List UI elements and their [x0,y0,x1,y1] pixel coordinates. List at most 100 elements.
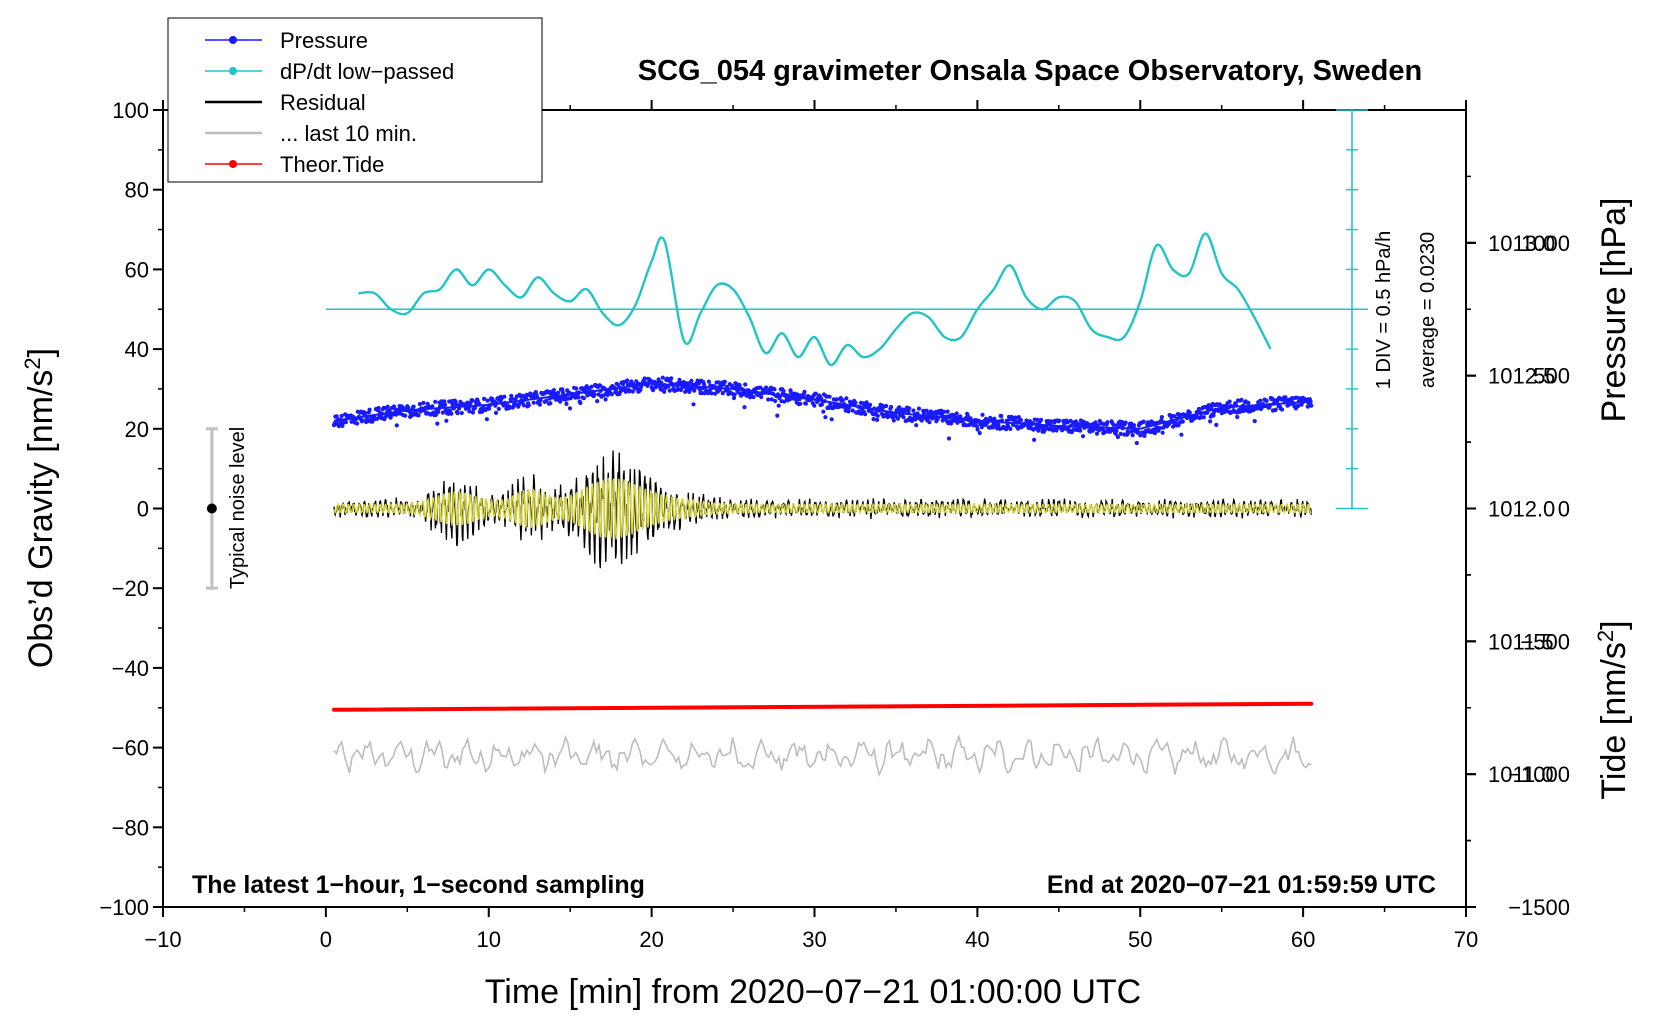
pressure-point [430,404,435,409]
pressure-point [737,383,742,388]
pressure-point [945,409,950,414]
pressure-point [743,382,748,387]
pressure-point [782,399,787,404]
pressure-tick-label: 1012.5 [1488,364,1555,389]
y-tick-label: 100 [112,98,149,123]
pressure-point [758,385,763,390]
pressure-point [482,396,487,401]
pressure-point [798,401,803,406]
y-tick-label: −40 [112,656,149,681]
pressure-point [1187,410,1192,415]
pressure-point [1179,432,1184,437]
pressure-point [629,379,634,384]
pressure-point [1201,415,1206,420]
x-tick-label: 0 [320,927,332,952]
y-tick-label: 80 [125,178,149,203]
pressure-point [891,418,896,423]
pressure-point [560,387,565,392]
pressure-point [564,401,569,406]
tide-tick-labels: 1000 500 0 −500 −1000 −1500 [1508,231,1570,920]
pressure-tick-label: 1013.0 [1488,231,1555,256]
pressure-point [1126,430,1131,435]
pressure-point [592,392,597,397]
pressure-point [509,396,515,401]
pressure-point [1239,397,1244,402]
y-tick-label: −100 [99,895,149,920]
pressure-point [551,388,557,393]
pressure-point [942,409,947,414]
pressure-point [526,403,531,408]
dpdt-div-annotation: 1 DIV = 0.5 hPa/h [1373,231,1395,389]
pressure-point [459,410,464,416]
pressure-point [496,406,501,411]
pressure-point [521,403,527,408]
pressure-point [766,397,771,402]
pressure-point [722,379,728,384]
pressure-point [691,402,696,407]
pressure-point [999,413,1004,419]
pressure-point [531,400,536,405]
pressure-point [485,398,490,403]
pressure-point [1123,420,1128,425]
pressure-point [813,391,818,396]
pressure-point [581,396,587,401]
pressure-point [1279,407,1285,412]
chart-title: SCG_054 gravimeter Onsala Space Observat… [638,55,1422,87]
y-axis-title-left-close: ] [22,348,60,357]
x-tick-label: 50 [1128,927,1152,952]
dpdt-line [358,232,1272,367]
pressure-point [662,389,667,394]
pressure-point [385,404,390,409]
pressure-point [603,397,608,402]
pressure-point [1111,422,1116,427]
pressure-point [355,421,360,426]
legend-marker [229,160,237,168]
pressure-point [1214,422,1219,427]
x-tick-label: 10 [477,927,501,952]
pressure-point [927,420,932,425]
pressure-point [1295,404,1301,409]
pressure-point [1094,431,1100,436]
y-axis-title-tide-text: Tide [nm/s [1595,642,1633,799]
pressure-point [895,416,901,421]
pressure-point [840,398,846,403]
y-axis-title-tide-sup: 2 [1593,630,1618,642]
pressure-point [609,392,614,397]
pressure-point [616,382,621,387]
pressure-point [416,413,421,418]
pressure-point [1252,419,1257,424]
x-axis-title: Time [min] from 2020−07−21 01:00:00 UTC [485,973,1141,1011]
pressure-point [1050,428,1056,433]
pressure-point [642,376,647,381]
pressure-point [844,396,849,401]
y-tick-label: 0 [137,497,149,522]
pressure-point [846,409,851,414]
pressure-point [773,398,778,404]
noise-bar-center [206,503,217,514]
pressure-point [901,415,906,420]
y-tick-labels: 100 80 60 40 20 0 −20 −40 −60 −80 −100 [99,98,149,920]
pressure-point [1008,426,1013,431]
pressure-point [1235,414,1240,420]
pressure-point [467,409,472,414]
pressure-point [1078,428,1083,433]
pressure-point [502,394,507,399]
pressure-point [1152,431,1157,436]
pressure-point [595,399,600,404]
pressure-point [829,417,834,422]
legend-marker [229,67,237,75]
last10-series [333,733,1312,777]
pressure-point [1032,437,1037,442]
pressure-point [1073,419,1079,424]
pressure-point [648,378,654,383]
pressure-point [1309,403,1314,408]
y-tick-label: −80 [112,815,149,840]
tide-tick-label: 0 [1558,497,1570,522]
pressure-point [996,423,1001,428]
pressure-point [403,413,408,418]
pressure-point [1036,428,1041,433]
y-axis-title-tide-close: ] [1595,620,1633,629]
pressure-point [1131,423,1137,428]
pressure-point [560,390,566,395]
pressure-point [1115,434,1120,440]
